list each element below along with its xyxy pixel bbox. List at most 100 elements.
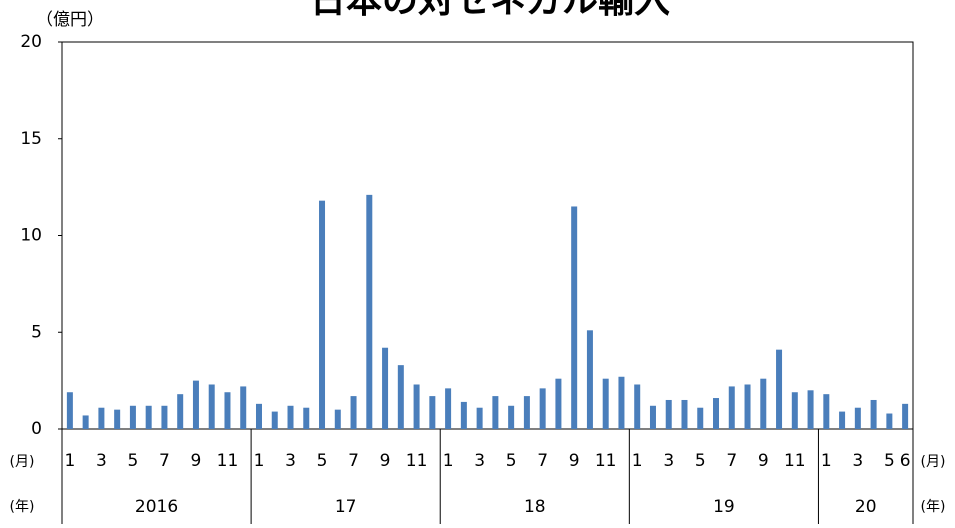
year-label: 17 — [335, 497, 357, 517]
bar — [760, 378, 767, 429]
x-tick-label: 6 — [900, 451, 911, 471]
bar — [287, 405, 294, 429]
bar — [240, 386, 247, 429]
x-label-year-right: (年) — [921, 499, 946, 515]
bar — [602, 378, 609, 429]
bar — [208, 384, 215, 429]
x-tick-label: 9 — [569, 451, 580, 471]
year-label: 19 — [713, 497, 735, 517]
bar — [271, 411, 278, 429]
bar — [555, 378, 562, 429]
x-tick-label: 1 — [821, 451, 832, 471]
year-label: 20 — [855, 497, 877, 517]
bar — [539, 388, 546, 429]
x-tick-label: 5 — [884, 451, 895, 471]
bar — [728, 386, 735, 429]
bar — [870, 399, 877, 429]
x-tick-label: 11 — [406, 451, 428, 471]
bar — [586, 330, 593, 429]
bar — [98, 407, 105, 429]
bar — [161, 405, 168, 429]
bar — [649, 405, 656, 429]
bar — [571, 206, 578, 429]
bar — [902, 403, 909, 429]
x-tick-label: 1 — [632, 451, 643, 471]
x-tick-label: 1 — [64, 451, 75, 471]
year-label: 2016 — [135, 497, 178, 517]
bar — [429, 396, 436, 429]
x-label-year: (年) — [10, 499, 35, 515]
year-label: 18 — [524, 497, 546, 517]
x-tick-label: 3 — [474, 451, 485, 471]
y-unit: （億円） — [36, 10, 104, 30]
x-tick-label: 5 — [506, 451, 517, 471]
bar — [634, 384, 641, 429]
x-tick-label: 7 — [348, 451, 359, 471]
plot-frame — [61, 41, 914, 430]
bar — [66, 392, 73, 429]
bar — [350, 396, 357, 429]
bar — [413, 384, 420, 429]
bar — [114, 409, 121, 429]
bar — [523, 396, 530, 429]
bar — [224, 392, 231, 429]
x-tick-label: 9 — [758, 451, 769, 471]
bar — [382, 347, 389, 429]
x-label-month-right: (月) — [921, 454, 946, 470]
bar — [854, 407, 861, 429]
bar — [82, 415, 89, 429]
x-tick-label: 11 — [784, 451, 806, 471]
bar — [665, 399, 672, 429]
bar — [397, 365, 404, 429]
bar — [366, 194, 373, 429]
bar — [145, 405, 152, 429]
x-tick-label: 3 — [285, 451, 296, 471]
bar — [492, 396, 499, 429]
x-tick-label: 11 — [217, 451, 239, 471]
x-tick-label: 3 — [663, 451, 674, 471]
bar — [791, 392, 798, 429]
bar — [177, 394, 184, 429]
x-tick-label: 11 — [595, 451, 617, 471]
x-tick-label: 9 — [191, 451, 202, 471]
y-tick-label: 15 — [20, 129, 42, 149]
x-tick-label: 5 — [128, 451, 139, 471]
x-tick-label: 7 — [726, 451, 737, 471]
bar — [744, 384, 751, 429]
x-tick-label: 3 — [96, 451, 107, 471]
bar — [445, 388, 452, 429]
bar — [823, 394, 830, 429]
x-label-month: (月) — [10, 454, 35, 470]
x-tick-label: 5 — [695, 451, 706, 471]
y-tick-label: 10 — [20, 226, 42, 246]
bar — [476, 407, 483, 429]
y-tick-label: 20 — [20, 32, 42, 52]
chart-title: 日本の対セネガル輸入 — [310, 0, 670, 21]
bar — [319, 200, 326, 429]
y-tick-label: 0 — [31, 419, 42, 439]
bar — [713, 398, 720, 429]
bar — [508, 405, 515, 429]
bar — [681, 399, 688, 429]
bar — [129, 405, 136, 429]
bar — [192, 380, 199, 429]
x-tick-label: 1 — [443, 451, 454, 471]
x-tick-label: 3 — [852, 451, 863, 471]
bar — [303, 407, 310, 429]
bar — [334, 409, 341, 429]
x-tick-label: 5 — [317, 451, 328, 471]
bar — [255, 403, 262, 429]
bar — [776, 349, 783, 429]
bar — [697, 407, 704, 429]
y-tick-label: 5 — [31, 322, 42, 342]
x-tick-label: 7 — [537, 451, 548, 471]
bar — [460, 401, 467, 429]
x-tick-label: 9 — [380, 451, 391, 471]
bar — [839, 411, 846, 429]
bar — [807, 390, 814, 429]
x-tick-label: 7 — [159, 451, 170, 471]
bar — [618, 376, 625, 429]
x-tick-label: 1 — [254, 451, 265, 471]
bar — [886, 413, 893, 429]
